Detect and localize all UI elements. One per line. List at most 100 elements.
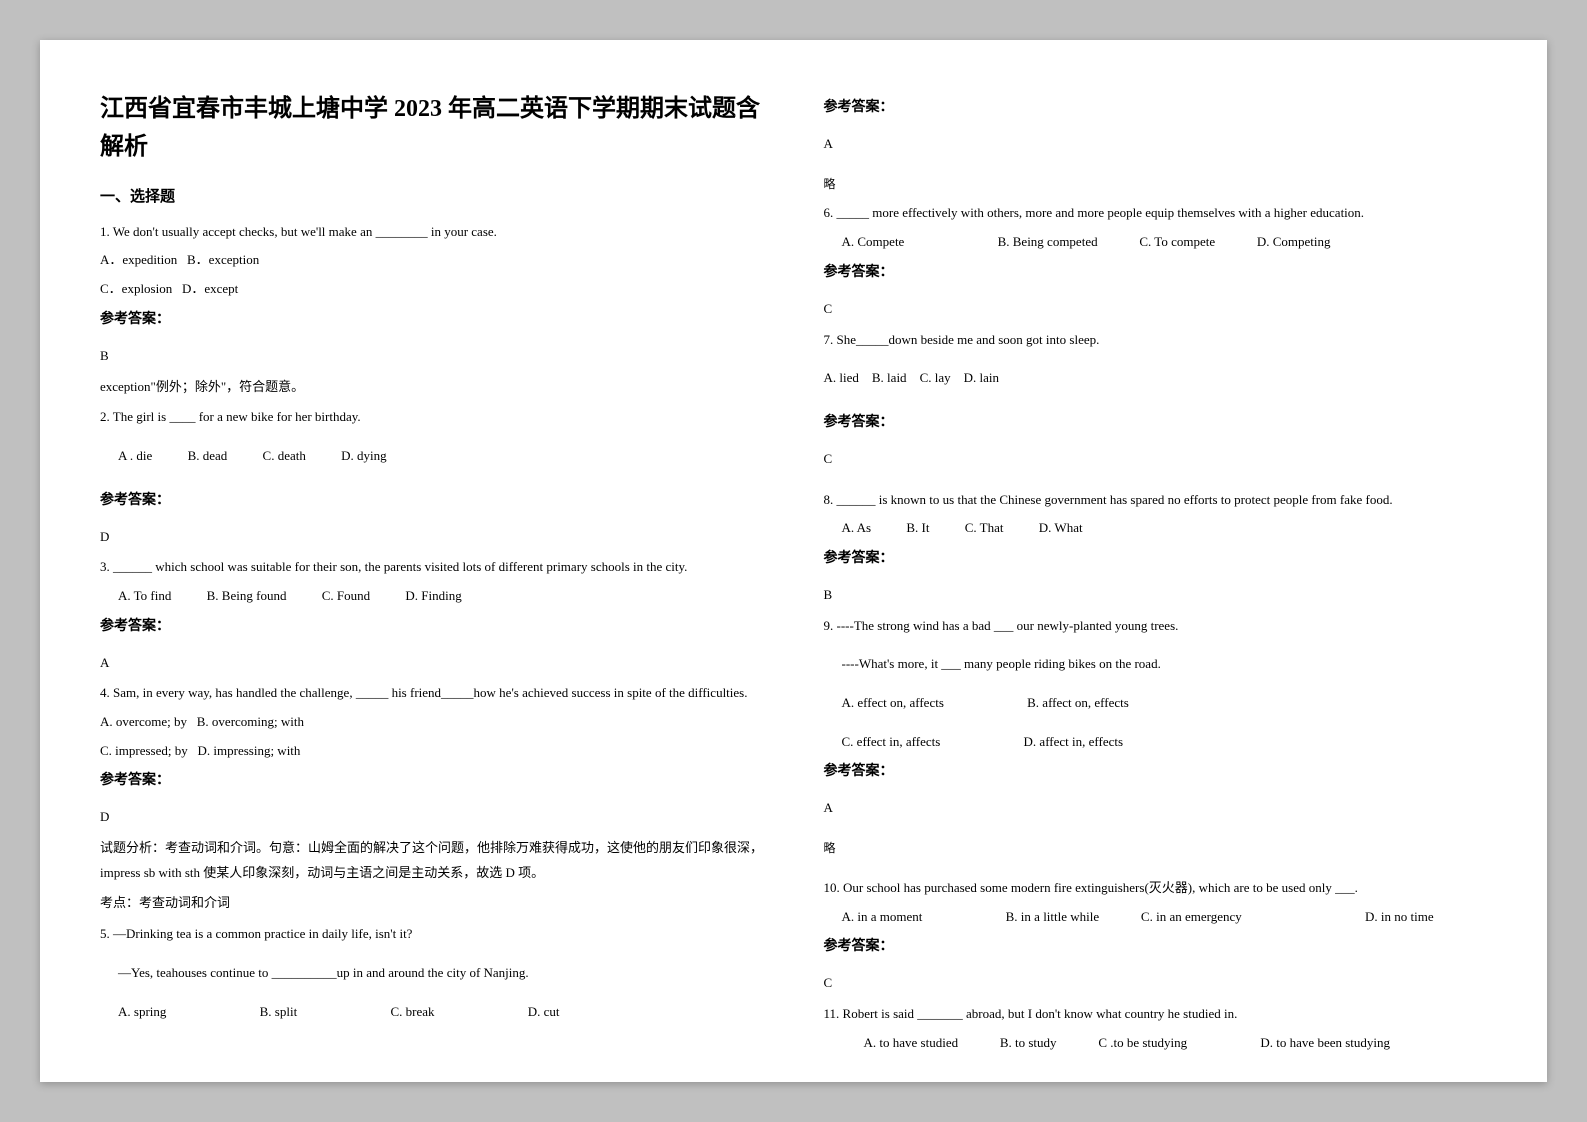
q8-ans: B [824, 583, 1488, 608]
q11-text: 11. Robert is said _______ abroad, but I… [824, 1002, 1488, 1027]
q2-opt-d: D. dying [341, 444, 387, 469]
q1-ans-label: 参考答案： [100, 308, 764, 328]
q7-opt-a: A. lied [824, 370, 859, 385]
q9-opt-c: C. effect in, affects [842, 730, 941, 755]
q3-ans: A [100, 651, 764, 676]
q6-ans-label: 参考答案： [824, 261, 1488, 281]
q10-ans-label: 参考答案： [824, 935, 1488, 955]
q7-opts: A. lied B. laid C. lay D. lain [824, 366, 1488, 391]
q5-opts: A. spring B. split C. break D. cut [118, 1000, 764, 1025]
q5-opt-c: C. break [390, 1000, 434, 1025]
q4-text: 4. Sam, in every way, has handled the ch… [100, 681, 764, 706]
q1-opt-d: D．except [182, 281, 238, 296]
exam-page: 江西省宜春市丰城上塘中学 2023 年高二英语下学期期末试题含解析 一、选择题 … [40, 40, 1547, 1082]
q10-opt-a: A. in a moment [842, 905, 923, 930]
q5-opt-a: A. spring [118, 1000, 166, 1025]
q5-opt-b: B. split [260, 1000, 298, 1025]
q4-opt-c: C. impressed; by [100, 743, 188, 758]
q2-ans: D [100, 525, 764, 550]
q10-ans: C [824, 971, 1488, 996]
q9-ans: A [824, 796, 1488, 821]
q5-text1: 5. —Drinking tea is a common practice in… [100, 922, 764, 947]
q6-opt-a: A. Compete [842, 230, 905, 255]
q6-opts: A. Compete B. Being competed C. To compe… [842, 230, 1488, 255]
q7-opt-d: D. lain [964, 370, 999, 385]
q5-ans-label: 参考答案： [824, 96, 1488, 116]
q4-ans-label: 参考答案： [100, 769, 764, 789]
q9-text2: ----What's more, it ___ many people ridi… [842, 652, 1488, 677]
q3-opt-b: B. Being found [207, 584, 287, 609]
q4-exp2: 考点：考查动词和介词 [100, 891, 764, 916]
q11-opt-b: B. to study [1000, 1031, 1057, 1056]
q7-ans: C [824, 447, 1488, 472]
document-title: 江西省宜春市丰城上塘中学 2023 年高二英语下学期期末试题含解析 [100, 90, 764, 167]
q4-opt-b: B. overcoming; with [197, 714, 304, 729]
q3-opt-c: C. Found [322, 584, 370, 609]
q10-opt-c: C. in an emergency [1141, 905, 1242, 930]
q3-opt-d: D. Finding [405, 584, 461, 609]
q7-opt-c: C. lay [920, 370, 951, 385]
q1-exp: exception"例外；除外"，符合题意。 [100, 375, 764, 400]
q6-opt-d: D. Competing [1257, 230, 1331, 255]
q1-opt-c: C．explosion [100, 281, 172, 296]
q9-opts-ab: A. effect on, affects B. affect on, effe… [842, 691, 1488, 716]
q4-opt-d: D. impressing; with [198, 743, 301, 758]
q11-opt-c: C .to be studying [1098, 1031, 1187, 1056]
q8-opts: A. As B. It C. That D. What [842, 516, 1488, 541]
q10-opts: A. in a moment B. in a little while C. i… [842, 905, 1488, 930]
q4-opts-ab: A. overcome; by B. overcoming; with [100, 710, 764, 735]
q1-opts-ab: A．expedition B．exception [100, 248, 764, 273]
q10-opt-d: D. in no time [1365, 905, 1434, 930]
q8-opt-c: C. That [965, 516, 1004, 541]
q6-text: 6. _____ more effectively with others, m… [824, 201, 1488, 226]
q2-opt-a: A . die [118, 444, 152, 469]
section-heading: 一、选择题 [100, 185, 764, 206]
q6-opt-b: B. Being competed [998, 230, 1098, 255]
q6-opt-c: C. To compete [1139, 230, 1215, 255]
q11-opts: A. to have studied B. to study C .to be … [864, 1031, 1488, 1056]
q10-opt-b: B. in a little while [1006, 905, 1100, 930]
q3-text: 3. ______ which school was suitable for … [100, 555, 764, 580]
q2-text: 2. The girl is ____ for a new bike for h… [100, 405, 764, 430]
q9-opts-cd: C. effect in, affects D. affect in, effe… [842, 730, 1488, 755]
q10-text: 10. Our school has purchased some modern… [824, 876, 1488, 901]
q4-exp1: 试题分析：考查动词和介词。句意：山姆全面的解决了这个问题，他排除万难获得成功，这… [100, 836, 764, 885]
q9-text1: 9. ----The strong wind has a bad ___ our… [824, 614, 1488, 639]
q8-text: 8. ______ is known to us that the Chines… [824, 488, 1488, 513]
q8-ans-label: 参考答案： [824, 547, 1488, 567]
q8-opt-d: D. What [1039, 516, 1083, 541]
q9-opt-b: B. affect on, effects [1027, 691, 1129, 716]
q5-skip: 略 [824, 173, 1488, 196]
q8-opt-b: B. It [906, 516, 929, 541]
q1-text: 1. We don't usually accept checks, but w… [100, 220, 764, 245]
q9-ans-label: 参考答案： [824, 760, 1488, 780]
q3-opt-a: A. To find [118, 584, 171, 609]
q3-opts: A. To find B. Being found C. Found D. Fi… [118, 584, 764, 609]
q7-ans-label: 参考答案： [824, 411, 1488, 431]
q9-opt-d: D. affect in, effects [1024, 730, 1124, 755]
q2-opt-b: B. dead [188, 444, 228, 469]
q6-ans: C [824, 297, 1488, 322]
q2-opt-c: C. death [263, 444, 306, 469]
q2-ans-label: 参考答案： [100, 489, 764, 509]
q9-opt-a: A. effect on, affects [842, 691, 944, 716]
q5-ans: A [824, 132, 1488, 157]
q2-opts: A . die B. dead C. death D. dying [118, 444, 764, 469]
q1-opt-a: A．expedition [100, 252, 177, 267]
q5-text2: —Yes, teahouses continue to __________up… [118, 961, 764, 986]
q3-ans-label: 参考答案： [100, 615, 764, 635]
q7-text: 7. She_____down beside me and soon got i… [824, 328, 1488, 353]
q11-opt-d: D. to have been studying [1260, 1031, 1390, 1056]
q7-opt-b: B. laid [872, 370, 907, 385]
q9-skip: 略 [824, 837, 1488, 860]
right-column: 参考答案： A 略 6. _____ more effectively with… [824, 90, 1488, 1032]
q8-opt-a: A. As [842, 516, 872, 541]
q1-opts-cd: C．explosion D．except [100, 277, 764, 302]
q4-opts-cd: C. impressed; by D. impressing; with [100, 739, 764, 764]
q4-opt-a: A. overcome; by [100, 714, 187, 729]
left-column: 江西省宜春市丰城上塘中学 2023 年高二英语下学期期末试题含解析 一、选择题 … [100, 90, 764, 1032]
q5-opt-d: D. cut [528, 1000, 560, 1025]
q4-ans: D [100, 805, 764, 830]
q11-opt-a: A. to have studied [864, 1031, 959, 1056]
q1-ans: B [100, 344, 764, 369]
